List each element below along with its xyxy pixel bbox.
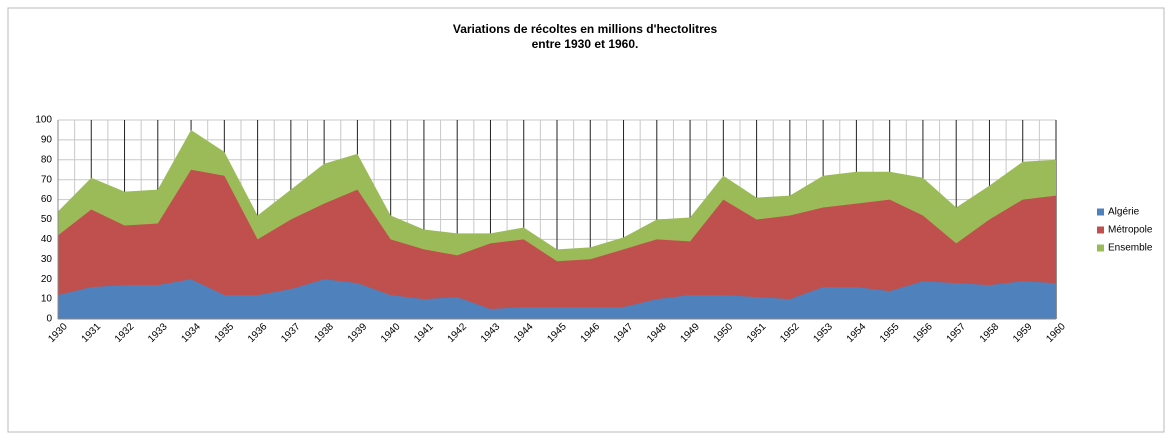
y-tick-label: 80 xyxy=(41,154,53,165)
y-tick-label: 20 xyxy=(41,274,53,285)
legend-label: Métropole xyxy=(1108,225,1153,236)
y-tick-label: 30 xyxy=(41,254,53,265)
area xyxy=(58,279,1056,319)
area xyxy=(58,169,1056,319)
legend-swatch xyxy=(1097,244,1104,252)
y-tick-label: 60 xyxy=(41,194,53,205)
y-tick-label: 100 xyxy=(35,115,52,126)
y-tick-label: 90 xyxy=(41,135,53,146)
chart-title: Variations de récoltes en millions d'hec… xyxy=(453,22,718,36)
legend-label: Ensemble xyxy=(1108,243,1153,254)
y-tick-label: 70 xyxy=(41,174,53,185)
chart-title: entre 1930 et 1960. xyxy=(532,37,639,51)
y-tick-label: 40 xyxy=(41,234,53,245)
legend-swatch xyxy=(1097,208,1104,216)
legend-label: Algérie xyxy=(1108,207,1140,218)
y-tick-label: 50 xyxy=(41,214,53,225)
y-tick-label: 0 xyxy=(46,314,52,325)
y-tick-label: 10 xyxy=(41,294,53,305)
legend-swatch xyxy=(1097,226,1104,234)
